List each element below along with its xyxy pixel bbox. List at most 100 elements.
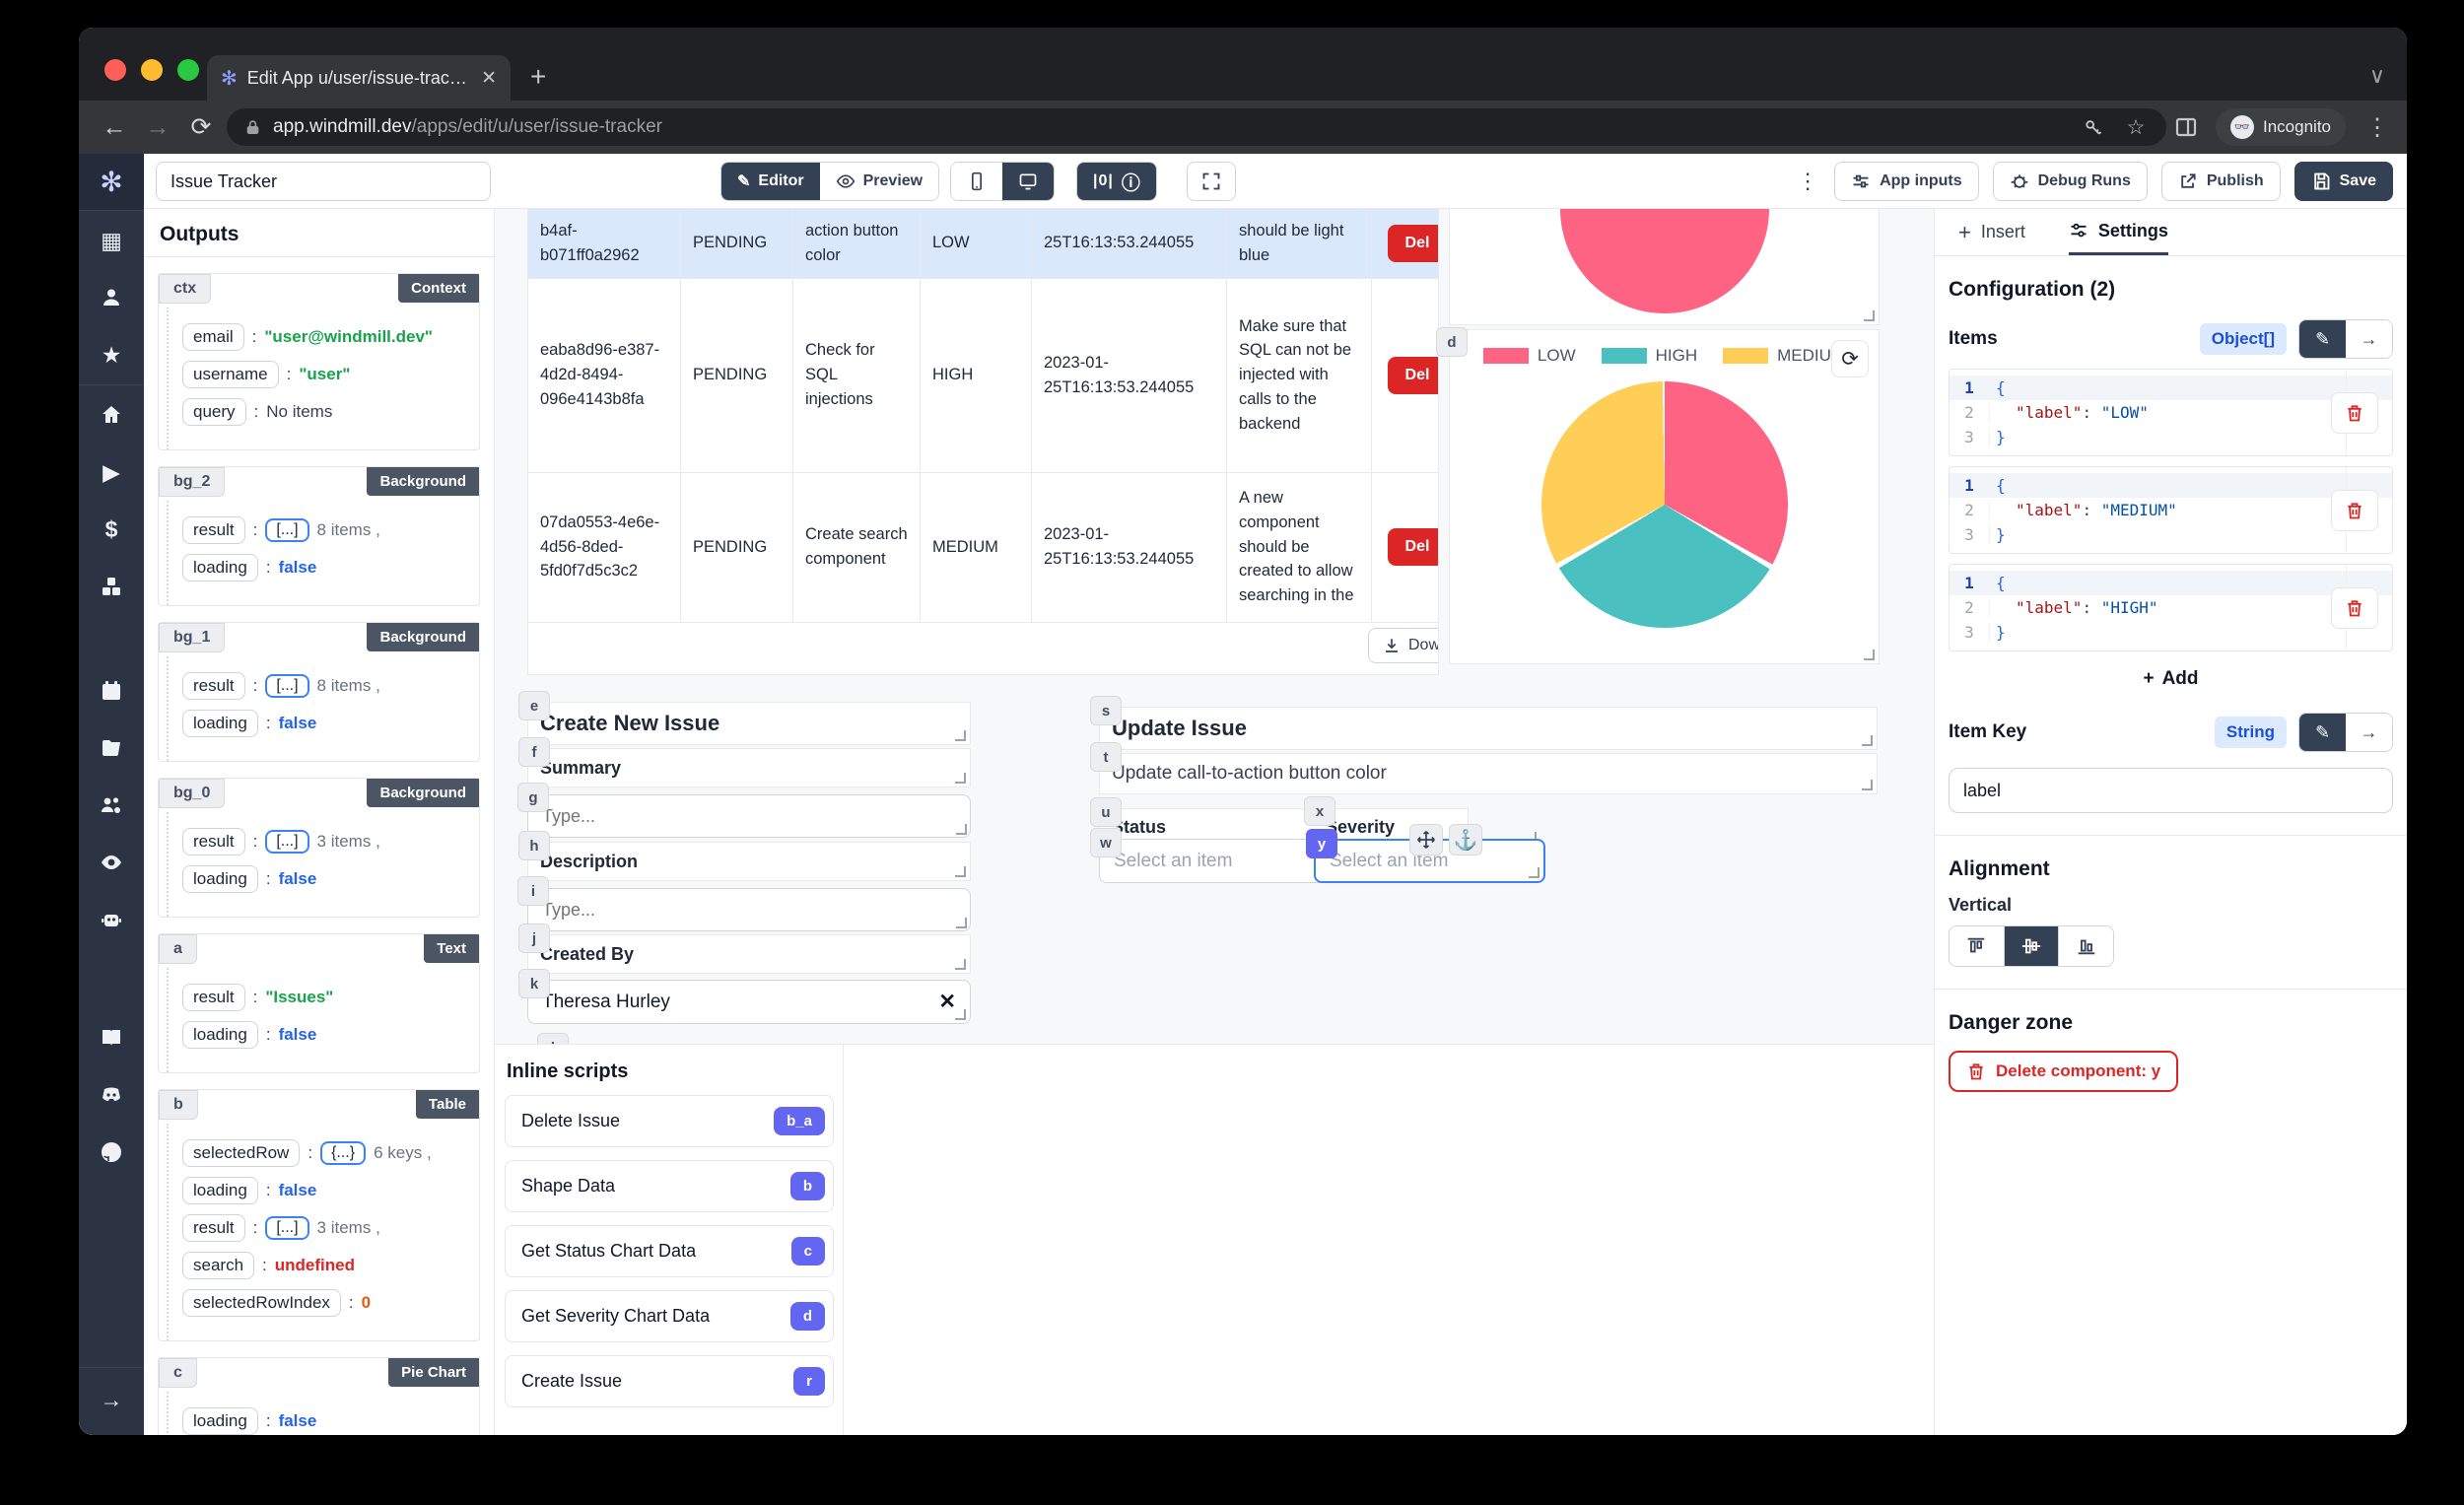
delete-component-button[interactable]: Delete component: y bbox=[1949, 1051, 2179, 1092]
inline-script-item[interactable]: Get Severity Chart Data d bbox=[505, 1290, 834, 1342]
output-key[interactable]: username bbox=[182, 361, 279, 388]
status-pie-chart-component[interactable] bbox=[1449, 209, 1880, 325]
component-badge-s[interactable]: s bbox=[1090, 696, 1122, 725]
table-row[interactable]: eaba8d96-e387-4d2d-8494-096e4143b8fa PEN… bbox=[528, 278, 1438, 473]
output-key[interactable]: loading bbox=[182, 710, 258, 737]
person-icon[interactable] bbox=[98, 284, 125, 311]
new-tab-button[interactable]: + bbox=[530, 61, 547, 92]
issues-table-component[interactable]: b4af-b071ff0a2962 PENDING action button … bbox=[527, 209, 1439, 675]
connect-mode-button[interactable]: → bbox=[2346, 320, 2392, 358]
preview-tab-button[interactable]: Preview bbox=[819, 163, 939, 200]
maximize-window-button[interactable] bbox=[177, 59, 199, 81]
output-key[interactable]: result bbox=[182, 1214, 245, 1242]
summary-input-component[interactable]: g bbox=[517, 783, 971, 838]
output-key[interactable]: search bbox=[182, 1252, 255, 1279]
item-json-editor[interactable]: 1{ 2 "label": "HIGH" 3} bbox=[1949, 564, 2393, 651]
align-top-button[interactable] bbox=[1950, 926, 2005, 966]
delete-row-button[interactable]: Del bbox=[1387, 356, 1438, 394]
pencil-mode-button[interactable]: ✎ bbox=[2299, 714, 2346, 751]
back-icon[interactable]: ← bbox=[102, 112, 127, 141]
star-icon[interactable]: ★ bbox=[101, 341, 122, 368]
output-key[interactable]: query bbox=[182, 398, 246, 426]
component-badge-y-selected[interactable]: y bbox=[1306, 829, 1337, 858]
more-options-icon[interactable]: ⋮ bbox=[1797, 169, 1819, 193]
debug-runs-button[interactable]: Debug Runs bbox=[1992, 162, 2148, 201]
component-badge-w[interactable]: w bbox=[1090, 828, 1122, 857]
output-key[interactable]: loading bbox=[182, 1177, 258, 1204]
fullscreen-button[interactable] bbox=[1187, 162, 1236, 201]
anchor-component-handle[interactable]: ⚓ bbox=[1449, 824, 1482, 855]
component-id-chip[interactable]: bg_2 bbox=[159, 467, 226, 497]
forward-icon[interactable]: → bbox=[145, 112, 171, 141]
pencil-mode-button[interactable]: ✎ bbox=[2299, 320, 2346, 358]
component-badge-e[interactable]: e bbox=[518, 691, 550, 720]
output-key[interactable]: result bbox=[182, 516, 245, 544]
object-pill[interactable]: {...} bbox=[320, 1141, 367, 1165]
table-row[interactable]: 07da0553-4e6e-4d56-8ded-5fd0f7d5c3c2 PEN… bbox=[528, 472, 1438, 623]
app-inputs-button[interactable]: App inputs bbox=[1834, 162, 1979, 201]
side-panel-icon[interactable] bbox=[2174, 115, 2198, 139]
item-json-editor[interactable]: 1{ 2 "label": "MEDIUM" 3} bbox=[1949, 466, 2393, 554]
component-badge-t[interactable]: t bbox=[1090, 742, 1122, 772]
tab-search-chevron-icon[interactable]: ∨ bbox=[2368, 63, 2385, 88]
output-key[interactable]: result bbox=[182, 828, 245, 855]
array-pill[interactable]: [...] bbox=[265, 1216, 309, 1240]
calendar-icon[interactable] bbox=[98, 677, 125, 705]
windmill-logo-icon[interactable]: ✻ bbox=[79, 154, 144, 211]
update-issue-heading-component[interactable]: s Update Issue bbox=[1090, 696, 1878, 750]
create-issue-heading-component[interactable]: e Create New Issue bbox=[518, 691, 971, 745]
align-center-button[interactable] bbox=[2004, 926, 2060, 966]
move-component-handle[interactable] bbox=[1409, 824, 1443, 855]
download-button[interactable]: Download bbox=[1368, 627, 1438, 663]
component-badge-h[interactable]: h bbox=[518, 831, 550, 860]
inline-script-item[interactable]: Shape Data b bbox=[505, 1160, 834, 1212]
delete-row-button[interactable]: Del bbox=[1387, 528, 1438, 566]
output-key[interactable]: loading bbox=[182, 554, 258, 581]
output-key[interactable]: selectedRowIndex bbox=[182, 1289, 341, 1317]
component-badge-f[interactable]: f bbox=[518, 737, 550, 767]
inline-script-item[interactable]: Get Status Chart Data c bbox=[505, 1225, 834, 1277]
component-badge-i[interactable]: i bbox=[517, 876, 549, 906]
users-gear-icon[interactable] bbox=[98, 791, 125, 819]
robot-icon[interactable] bbox=[98, 906, 125, 933]
app-name-input[interactable] bbox=[156, 162, 491, 201]
severity-label-component[interactable]: x Severity bbox=[1304, 796, 1540, 846]
delete-item-button[interactable] bbox=[2331, 391, 2378, 434]
home-icon[interactable] bbox=[98, 401, 125, 429]
delete-item-button[interactable] bbox=[2331, 586, 2378, 629]
publish-button[interactable]: Publish bbox=[2160, 162, 2281, 201]
component-badge-u[interactable]: u bbox=[1090, 797, 1122, 827]
clear-selection-icon[interactable]: ✕ bbox=[938, 991, 956, 1013]
play-icon[interactable]: ▶ bbox=[103, 458, 120, 485]
component-id-chip[interactable]: c bbox=[159, 1358, 197, 1388]
incognito-badge[interactable]: 👓 Incognito bbox=[2216, 108, 2346, 146]
console-output-button[interactable]: |0| ⓘ bbox=[1077, 163, 1156, 200]
component-id-chip[interactable]: bg_0 bbox=[159, 779, 226, 808]
browser-menu-icon[interactable]: ⋮ bbox=[2365, 113, 2389, 141]
output-key[interactable]: loading bbox=[182, 1407, 258, 1435]
output-key[interactable]: loading bbox=[182, 865, 258, 893]
delete-item-button[interactable] bbox=[2331, 489, 2378, 531]
inline-script-item[interactable]: Delete Issue b_a bbox=[505, 1095, 834, 1147]
github-icon[interactable] bbox=[98, 1138, 125, 1166]
output-key[interactable]: result bbox=[182, 672, 245, 700]
book-icon[interactable] bbox=[98, 1024, 125, 1052]
output-key[interactable]: email bbox=[182, 323, 244, 351]
array-pill[interactable]: [...] bbox=[265, 830, 309, 854]
browser-tab[interactable]: ✻ Edit App u/user/issue-tracker | ✕ bbox=[207, 55, 511, 101]
folder-icon[interactable] bbox=[98, 734, 125, 762]
connect-mode-button[interactable]: → bbox=[2346, 714, 2392, 751]
key-icon[interactable] bbox=[2084, 117, 2103, 137]
component-badge-l[interactable]: l bbox=[537, 1033, 569, 1044]
cubes-icon[interactable] bbox=[98, 573, 125, 600]
component-badge-d[interactable]: d bbox=[1436, 327, 1468, 357]
align-bottom-button[interactable] bbox=[2059, 926, 2113, 966]
created-by-label-component[interactable]: j Created By bbox=[518, 924, 971, 974]
discord-icon[interactable] bbox=[98, 1081, 125, 1109]
save-button[interactable]: Save bbox=[2293, 162, 2393, 201]
tab-insert[interactable]: + Insert bbox=[1958, 219, 2025, 244]
inline-script-item[interactable]: Create Issue r bbox=[505, 1355, 834, 1407]
output-key[interactable]: loading bbox=[182, 1021, 258, 1049]
output-key[interactable]: selectedRow bbox=[182, 1139, 301, 1167]
item-json-editor[interactable]: 1{ 2 "label": "LOW" 3} bbox=[1949, 369, 2393, 456]
